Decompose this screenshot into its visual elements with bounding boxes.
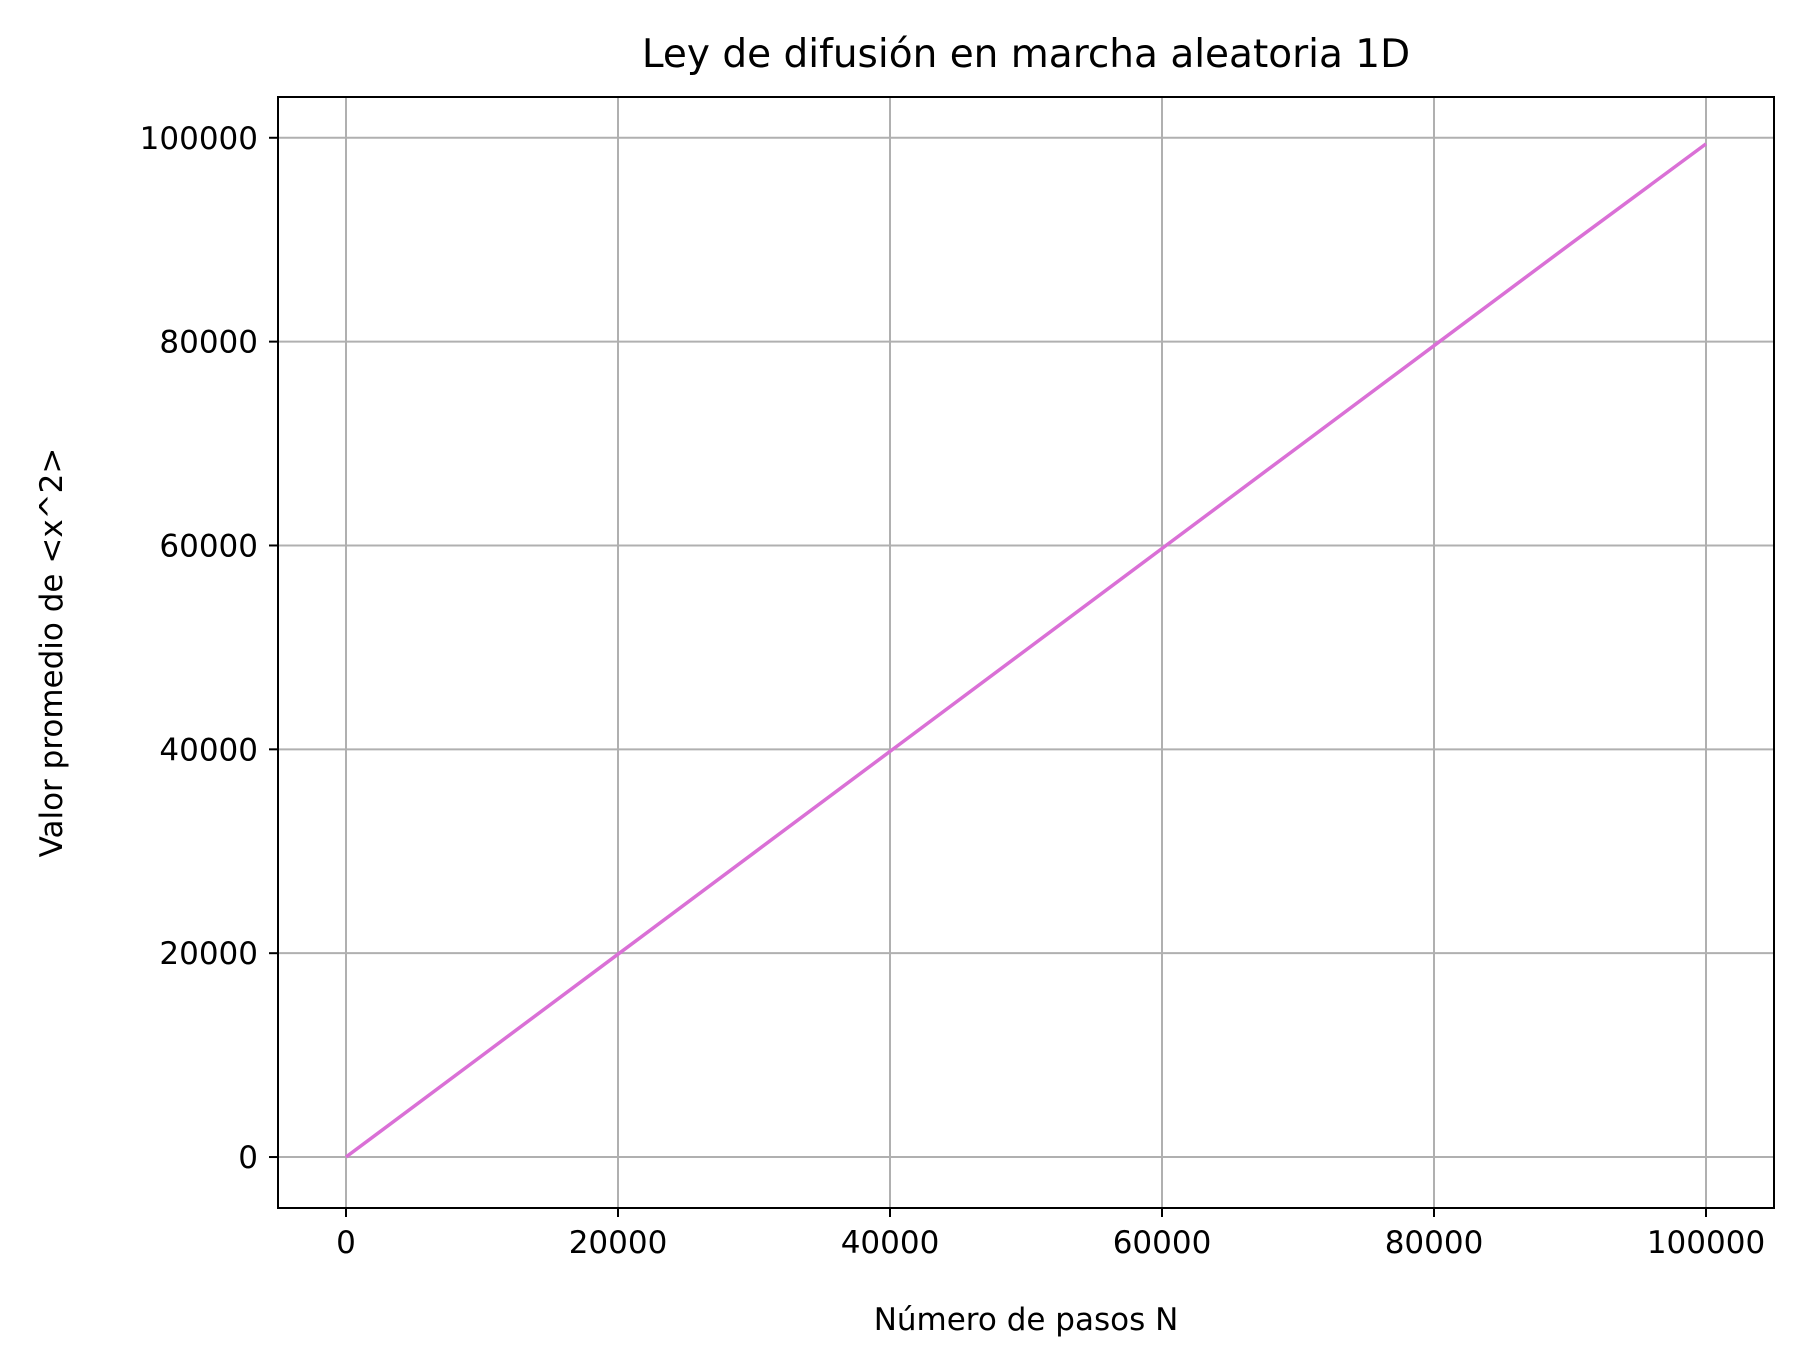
grid: [278, 97, 1774, 1208]
y-axis-label: Valor promedio de <x^2>: [34, 448, 70, 858]
chart-title: Ley de difusión en marcha aleatoria 1D: [642, 32, 1410, 77]
x-tick-label: 80000: [1385, 1225, 1484, 1261]
x-tick-label: 20000: [569, 1225, 668, 1261]
x-tick-label: 100000: [1647, 1225, 1765, 1261]
plot-frame: [277, 96, 1775, 1209]
x-tick-label: 60000: [1113, 1225, 1212, 1261]
x-tick-label: 0: [336, 1225, 356, 1261]
ticks: 0 20000 40000 60000 80000 100000 0 20000 40000 60…: [140, 121, 1766, 1261]
x-axis-label: Número de pasos N: [874, 1302, 1179, 1338]
y-tick-label: 20000: [159, 936, 258, 972]
y-tick-label: 60000: [159, 528, 258, 564]
series-layer: [344, 142, 1708, 1159]
series-line: [344, 142, 1708, 1159]
y-tick-label: 40000: [159, 732, 258, 768]
y-tick-label: 80000: [159, 325, 258, 361]
x-tick-label: 40000: [841, 1225, 940, 1261]
y-tick-label: 0: [238, 1140, 258, 1176]
y-tick-label: 100000: [140, 121, 258, 157]
